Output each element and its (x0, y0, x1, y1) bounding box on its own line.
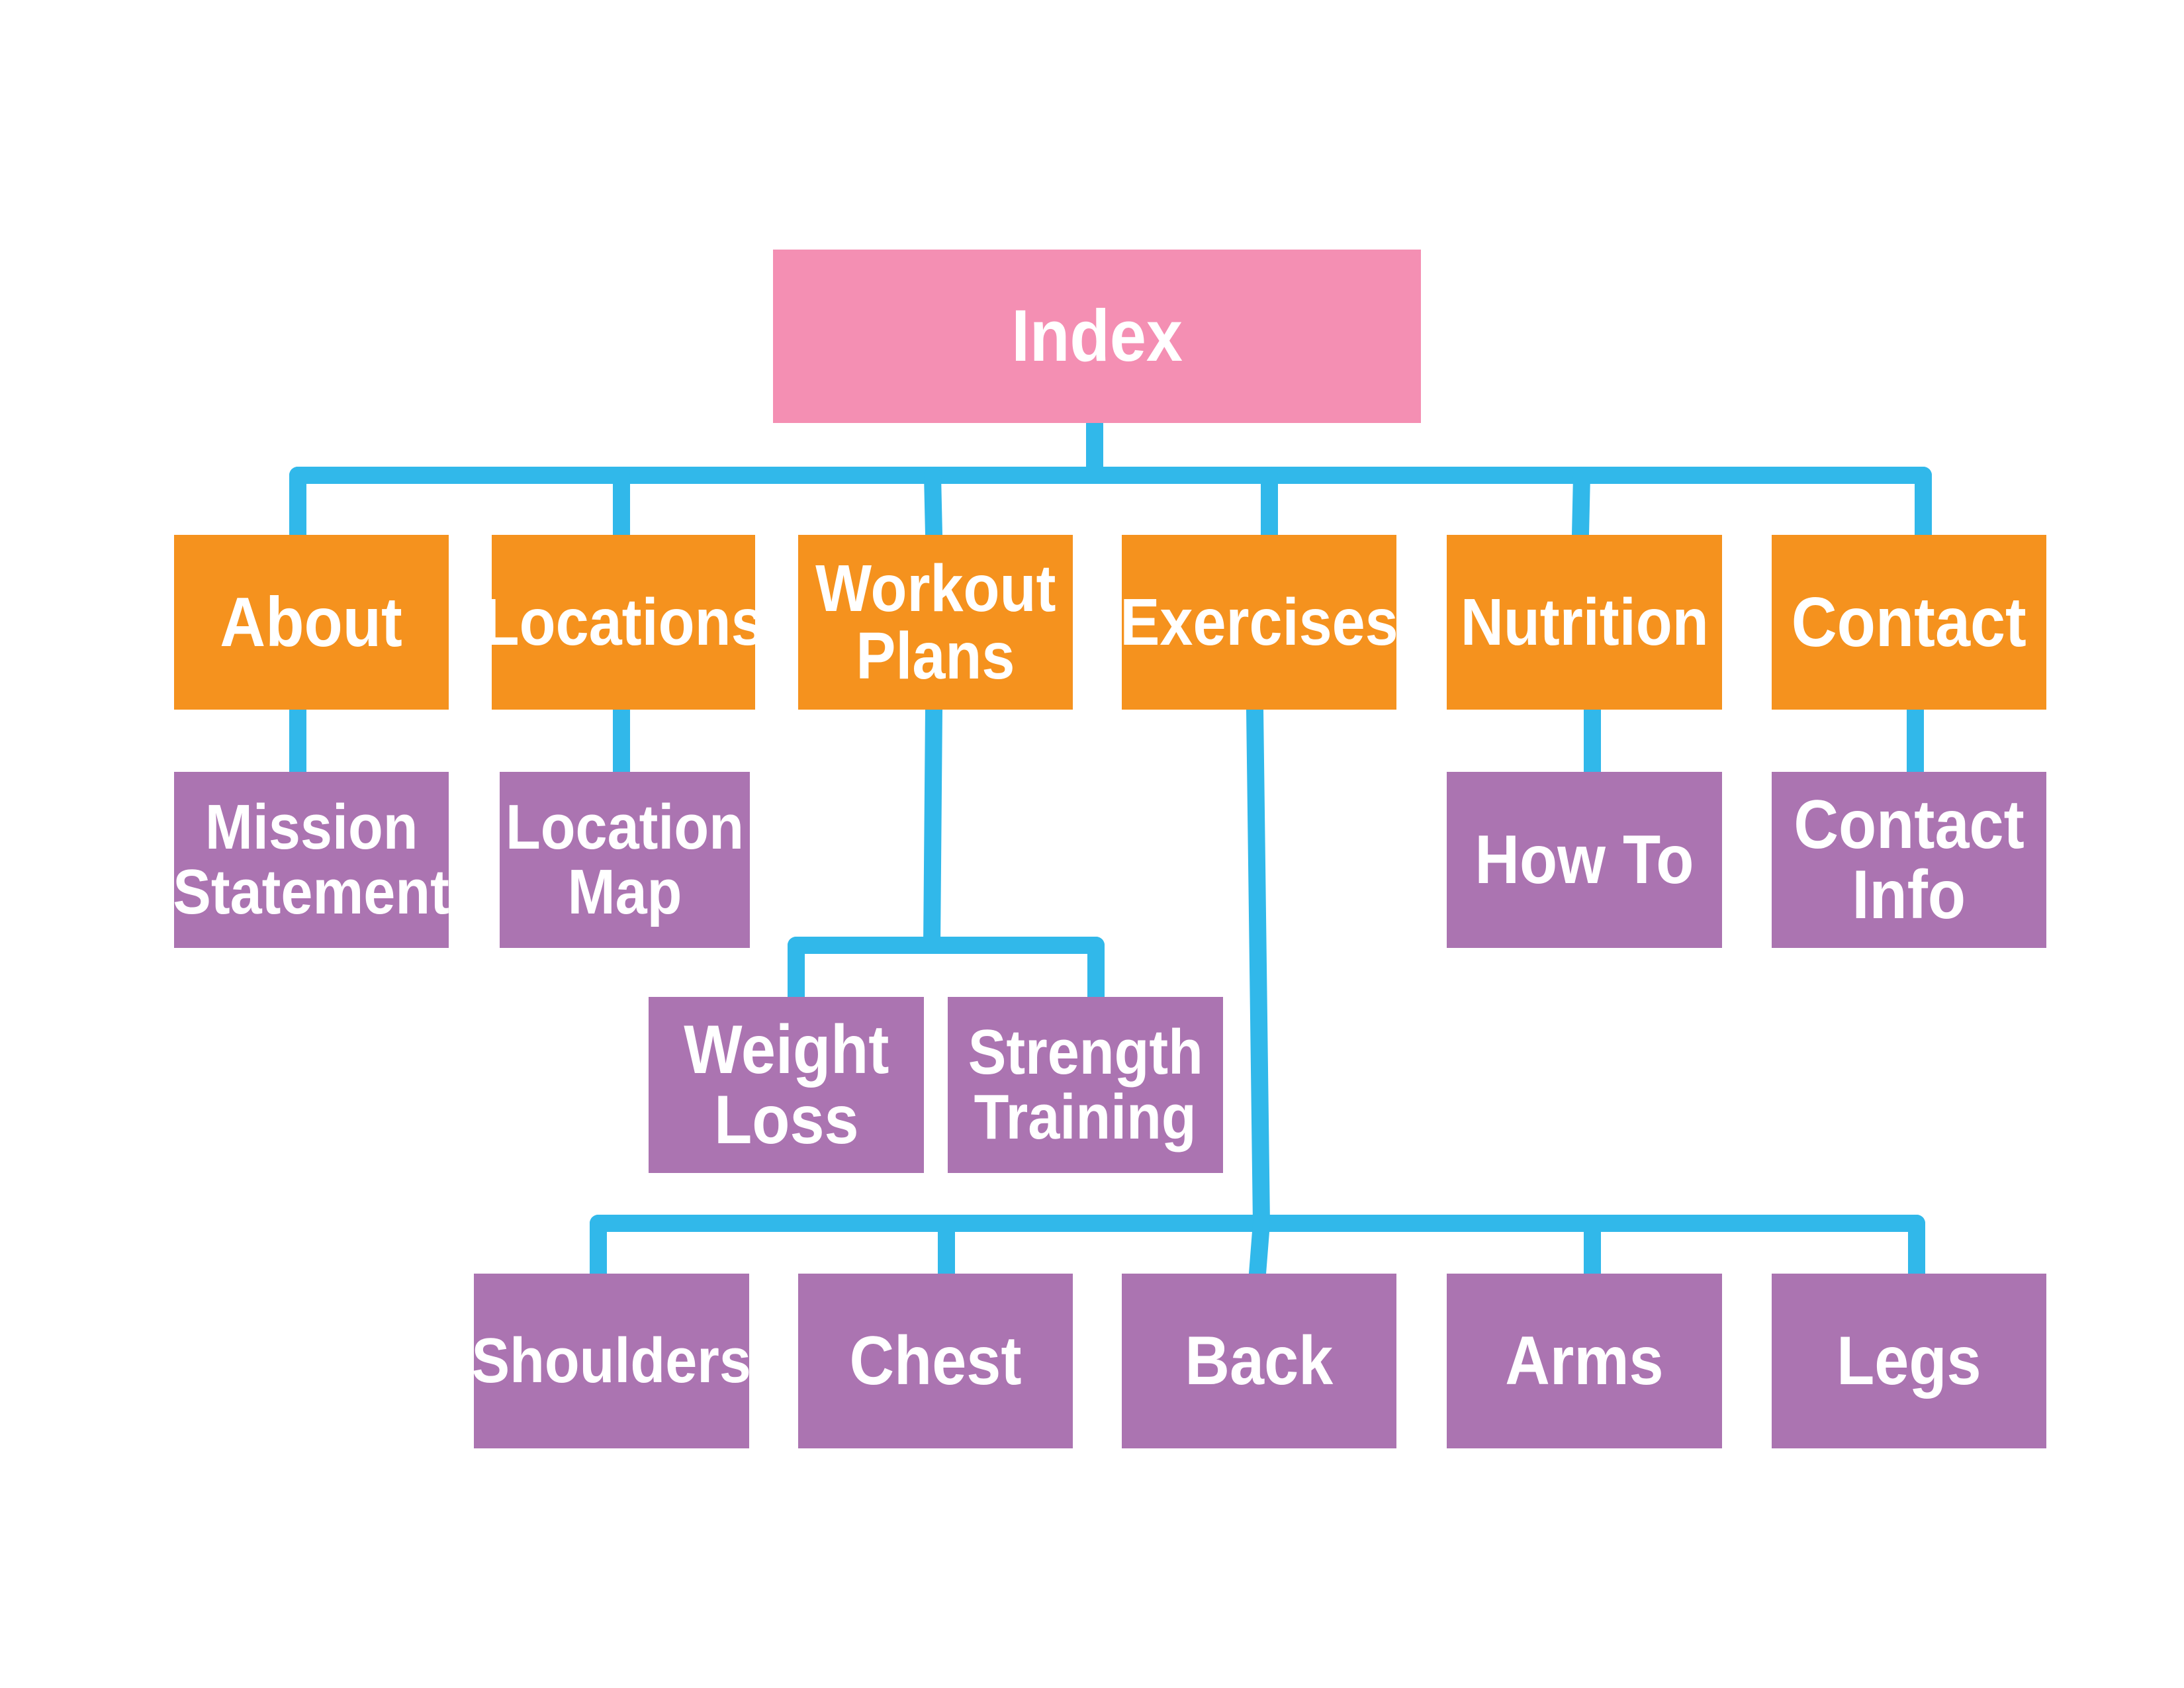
node-locations: Locations (492, 535, 755, 710)
node-arms: Arms (1447, 1274, 1722, 1448)
node-exercises: Exercises (1122, 535, 1396, 710)
connector-workout-stem (923, 701, 942, 954)
node-chest: Chest (798, 1274, 1073, 1448)
node-back: Back (1122, 1274, 1396, 1448)
node-weight-loss: Weight Loss (649, 997, 924, 1173)
connector-workout-drop (924, 467, 942, 543)
connector-exercises-stem (1246, 701, 1270, 1232)
node-contact-info: Contact Info (1772, 772, 2046, 948)
node-location-map: Location Map (500, 772, 750, 948)
node-nutrition: Nutrition (1447, 535, 1722, 710)
node-shoulders: Shoulders (474, 1274, 749, 1448)
node-mission-statement: Mission Statement (174, 772, 449, 948)
node-legs: Legs (1772, 1274, 2046, 1448)
node-how-to: How To (1447, 772, 1722, 948)
connector-nutrition-drop (1572, 467, 1590, 543)
node-workout-plans: Workout Plans (798, 535, 1073, 710)
node-strength-training: Strength Training (948, 997, 1223, 1173)
node-contact: Contact (1772, 535, 2046, 710)
connector-back-drop (1249, 1215, 1270, 1282)
node-about: About (174, 535, 449, 710)
node-index: Index (773, 250, 1421, 423)
